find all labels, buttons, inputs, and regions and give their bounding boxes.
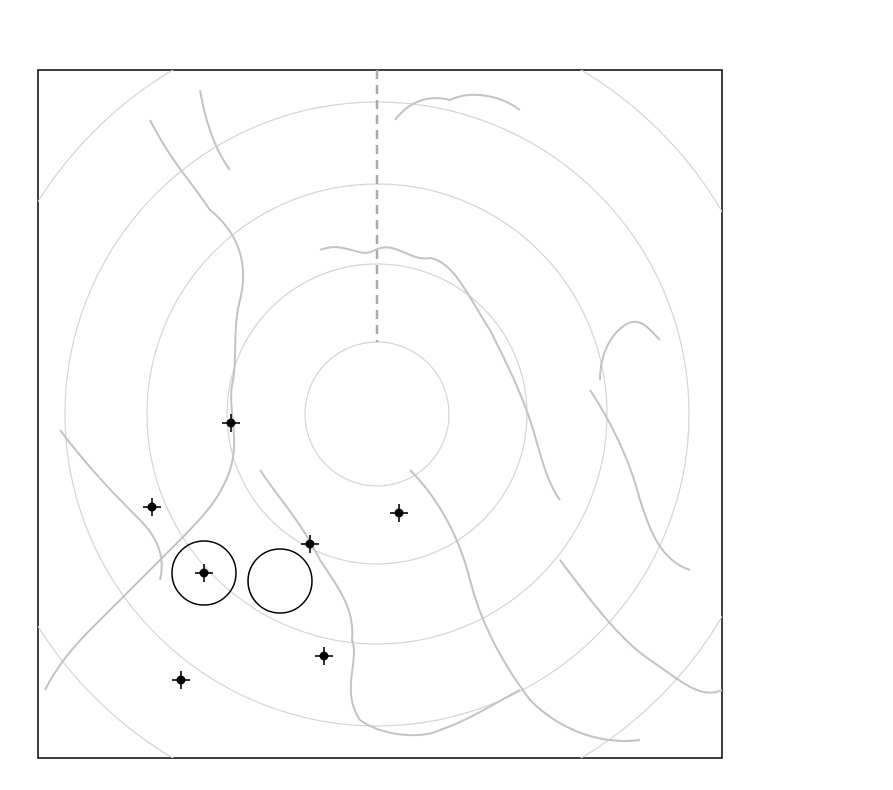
station-marker-kap — [315, 647, 333, 665]
coast-greenland-east — [589, 389, 691, 571]
station-marker-cly — [390, 504, 408, 522]
station-marker-pgr — [143, 498, 161, 516]
coast-west-inner — [59, 429, 163, 581]
station-markers — [143, 414, 408, 689]
rkn-fov-circle — [247, 548, 313, 614]
coast-alaska — [199, 89, 231, 171]
coast-far-east — [559, 559, 722, 694]
station-marker-inv — [222, 414, 240, 432]
coast-east — [409, 469, 641, 742]
sas-fov-circle — [171, 540, 237, 606]
coast-top — [394, 93, 521, 121]
station-marker-fhw — [172, 671, 190, 689]
coast-north — [319, 246, 561, 501]
map-frame — [37, 69, 723, 759]
coast-island — [599, 320, 661, 381]
station-marker-rkn — [301, 535, 319, 553]
coast-west — [44, 119, 245, 691]
coastlines — [44, 89, 722, 742]
station-marker-sas — [195, 564, 213, 582]
